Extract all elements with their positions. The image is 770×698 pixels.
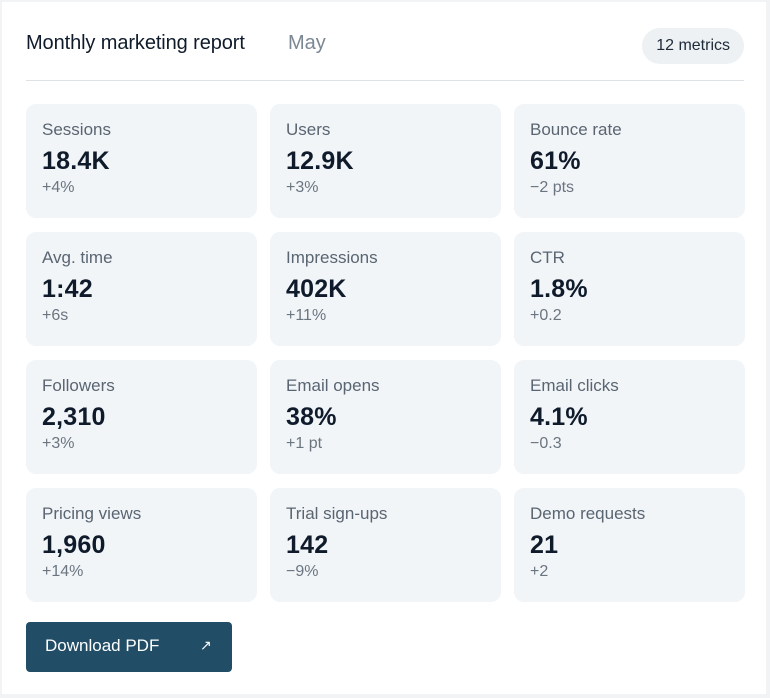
metric-tile-users: Users 12.9K +3% [270, 104, 501, 218]
download-pdf-label: Download PDF [45, 636, 160, 655]
metric-label: Bounce rate [530, 120, 622, 139]
metric-value: 12.9K [286, 147, 354, 175]
metric-value: 1.8% [530, 275, 588, 303]
metric-tile-pricing-views: Pricing views 1,960 +14% [26, 488, 257, 602]
metric-label: Demo requests [530, 504, 646, 523]
metric-delta: −2 pts [530, 179, 575, 196]
metric-tile-email-opens: Email opens 38% +1 pt [270, 360, 501, 474]
metric-delta: +6s [42, 307, 69, 324]
metric-label: Email clicks [530, 376, 619, 395]
metric-delta: +2 [530, 563, 549, 580]
metric-label: Pricing views [42, 504, 142, 523]
metric-delta: −0.3 [530, 435, 562, 452]
metric-label: Email opens [286, 376, 380, 395]
metric-value: 38% [286, 403, 337, 431]
metric-value: 61% [530, 147, 581, 175]
metric-delta: +11% [286, 307, 327, 324]
metric-label: Sessions [42, 120, 111, 139]
metrics-count-badge: 12 metrics [642, 28, 744, 64]
metric-label: Trial sign-ups [286, 504, 388, 523]
metric-delta: +0.2 [530, 307, 562, 324]
metrics-grid: Sessions 18.4K +4% Users 12.9K +3% Bounc… [26, 104, 745, 602]
metric-value: 18.4K [42, 147, 110, 175]
metric-value: 21 [530, 531, 559, 559]
page-title: Monthly marketing report [26, 32, 245, 54]
metric-delta: +3% [286, 179, 319, 196]
metric-label: Followers [42, 376, 115, 395]
metric-value: 4.1% [530, 403, 588, 431]
metric-label: CTR [530, 248, 565, 267]
metric-value: 2,310 [42, 403, 106, 431]
metric-label: Avg. time [42, 248, 113, 267]
report-month: May [288, 32, 326, 54]
metric-tile-impressions: Impressions 402K +11% [270, 232, 501, 346]
metric-delta: +3% [42, 435, 75, 452]
metric-label: Impressions [286, 248, 378, 267]
metric-tile-email-clicks: Email clicks 4.1% −0.3 [514, 360, 745, 474]
metric-tile-trial-sign-ups: Trial sign-ups 142 −9% [270, 488, 501, 602]
metric-tile-bounce-rate: Bounce rate 61% −2 pts [514, 104, 745, 218]
metric-tile-sessions: Sessions 18.4K +4% [26, 104, 257, 218]
header-divider [26, 80, 744, 81]
report-header: Monthly marketing report May 12 metrics [26, 28, 744, 64]
metric-label: Users [286, 120, 331, 139]
metric-value: 142 [286, 531, 329, 559]
external-arrow-icon: ↗ [200, 637, 212, 653]
metric-value: 1,960 [42, 531, 106, 559]
metric-delta: +1 pt [286, 435, 323, 452]
metric-tile-avg-time: Avg. time 1:42 +6s [26, 232, 257, 346]
metric-value: 1:42 [42, 275, 93, 303]
metric-delta: −9% [286, 563, 319, 580]
metric-tile-followers: Followers 2,310 +3% [26, 360, 257, 474]
metric-delta: +14% [42, 563, 84, 580]
download-pdf-button[interactable]: Download PDF ↗ [26, 622, 232, 672]
metric-value: 402K [286, 275, 347, 303]
metric-delta: +4% [42, 179, 75, 196]
metric-tile-demo-requests: Demo requests 21 +2 [514, 488, 745, 602]
metric-tile-ctr: CTR 1.8% +0.2 [514, 232, 745, 346]
